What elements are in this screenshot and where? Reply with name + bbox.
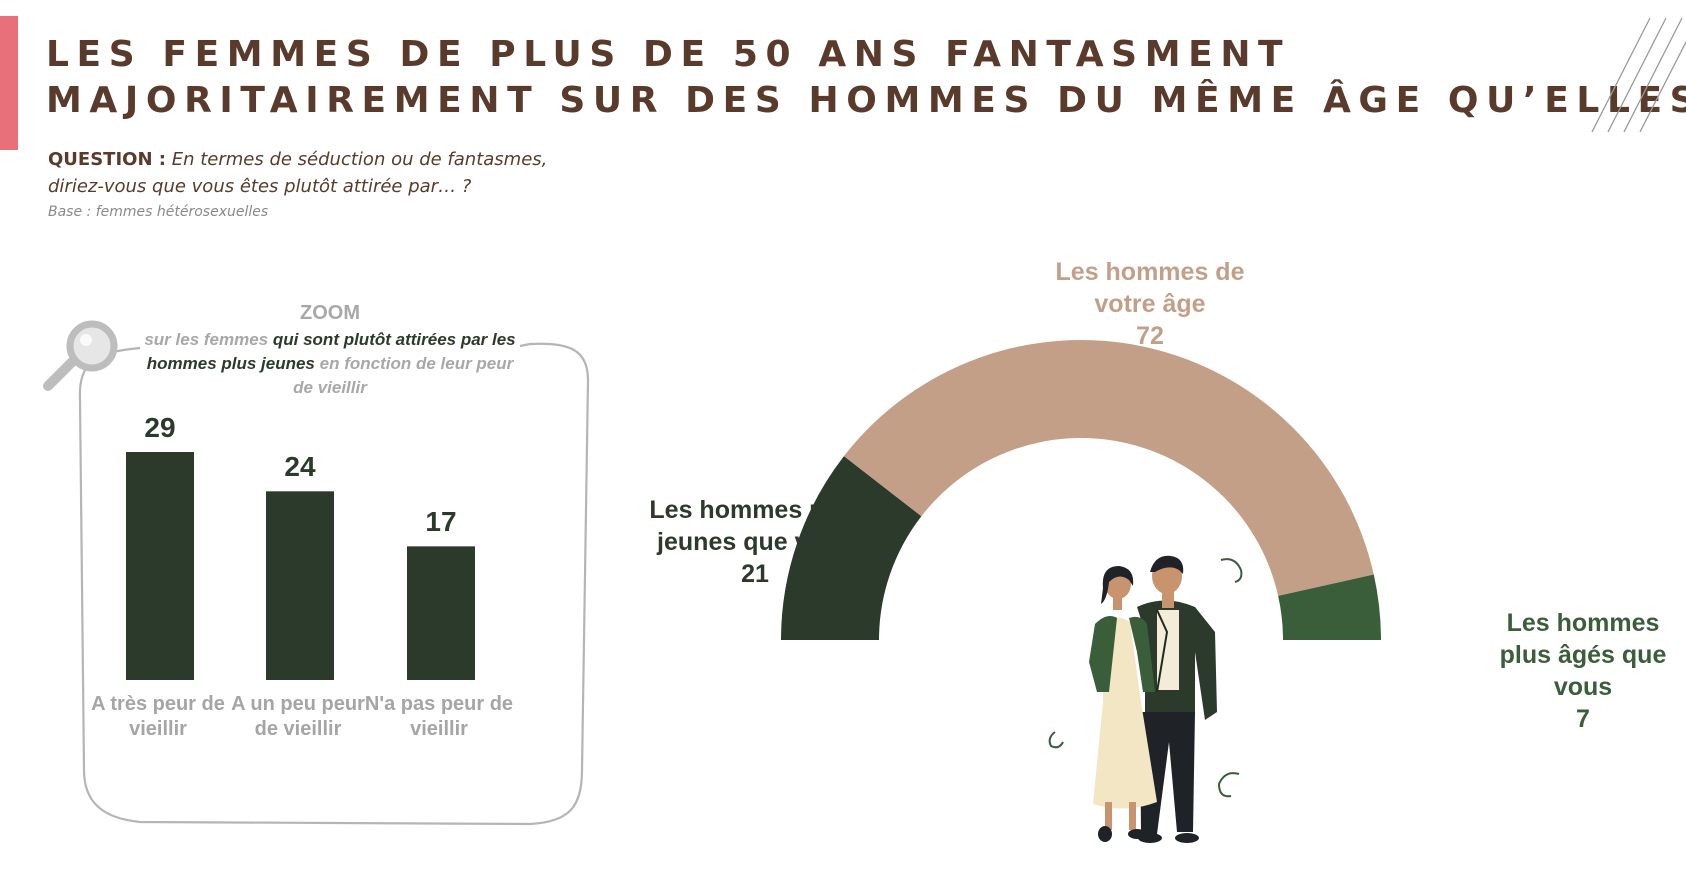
bar-value-3: 17 bbox=[425, 506, 457, 538]
donut-segment-younger bbox=[781, 456, 922, 640]
zoom-sub-pre: sur les femmes bbox=[144, 330, 269, 349]
segment-label-older-text: Les hommes plus âgés que vous bbox=[1499, 609, 1667, 701]
zoom-title: ZOOM bbox=[300, 302, 360, 324]
bar-value-1: 29 bbox=[144, 412, 176, 443]
title-line-2: MAJORITAIREMENT SUR DES HOMMES DU MÊME Â… bbox=[46, 80, 1686, 121]
page-title: LES FEMMES DE PLUS DE 50 ANS FANTASMENT … bbox=[46, 32, 1686, 124]
segment-label-same-age: Les hommes de votre âge 72 bbox=[1020, 256, 1280, 352]
bar-1 bbox=[126, 452, 194, 680]
segment-label-younger: Les hommes plus jeunes que vous 21 bbox=[630, 494, 880, 590]
segment-label-younger-text: Les hommes plus jeunes que vous bbox=[649, 496, 861, 556]
segment-label-same-age-text: Les hommes de votre âge bbox=[1055, 258, 1245, 318]
bar-category-2: A un peu peur de vieillir bbox=[231, 693, 365, 740]
bar-value-2: 24 bbox=[284, 451, 316, 483]
zoom-sub-post: en fonction de leur peur de vieillir bbox=[293, 354, 514, 397]
question-text: QUESTION : En termes de séduction ou de … bbox=[48, 146, 608, 200]
title-line-1: LES FEMMES DE PLUS DE 50 ANS FANTASMENT bbox=[46, 34, 1291, 75]
question-body: En termes de séduction ou de fantasmes, … bbox=[48, 149, 548, 197]
base-note: Base : femmes hétérosexuelles bbox=[48, 204, 269, 220]
magnifier-icon bbox=[43, 320, 118, 391]
segment-value-older: 7 bbox=[1576, 705, 1590, 733]
accent-bar bbox=[0, 16, 18, 150]
zoom-subtitle: sur les femmes qui sont plutôt attirées … bbox=[140, 328, 520, 400]
bar-3 bbox=[407, 546, 475, 680]
zoom-sub-highlight: qui sont plutôt attirées par les hommes … bbox=[146, 330, 516, 373]
segment-value-same-age: 72 bbox=[1136, 322, 1164, 350]
bar-category-1: A très peur de vieillir bbox=[91, 693, 225, 740]
bar-category-3: N'a pas peur de vieillir bbox=[364, 693, 514, 740]
bar-2 bbox=[266, 491, 334, 680]
donut-segment-same-age bbox=[843, 339, 1374, 596]
couple-illustration-icon bbox=[1048, 555, 1243, 843]
donut-segment-older bbox=[1278, 574, 1381, 640]
decorative-lines-icon bbox=[1591, 17, 1686, 133]
bar-chart bbox=[126, 452, 475, 680]
segment-value-younger: 21 bbox=[741, 560, 769, 588]
question-label: QUESTION : bbox=[48, 149, 166, 170]
segment-label-older: Les hommes plus âgés que vous 7 bbox=[1478, 607, 1686, 735]
zoom-frame bbox=[78, 342, 590, 826]
